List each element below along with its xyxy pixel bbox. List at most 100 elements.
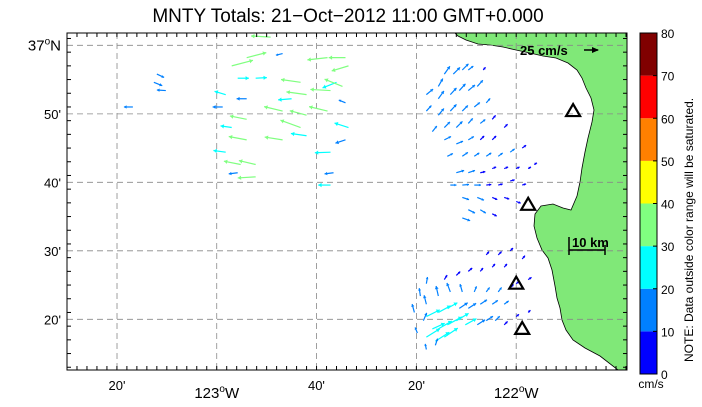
- current-vector: [278, 97, 292, 102]
- current-vector: [223, 159, 241, 166]
- current-vector-head: [486, 251, 490, 255]
- current-vector-head: [328, 55, 333, 60]
- current-vector: [286, 90, 307, 96]
- land-polygon: [454, 32, 628, 371]
- current-vector-head: [465, 152, 468, 155]
- current-vector: [485, 152, 492, 157]
- current-vector-head: [527, 310, 531, 313]
- lon-tick-label-degree: o: [519, 384, 525, 395]
- current-vector: [425, 88, 434, 96]
- current-vector-head: [476, 152, 480, 156]
- lon-tick-label: 123oW: [194, 384, 240, 402]
- current-vector: [425, 105, 432, 112]
- current-vector: [422, 312, 428, 321]
- current-vector-head: [229, 114, 234, 119]
- current-vector: [473, 102, 481, 108]
- current-vector: [515, 313, 520, 318]
- current-vector-head: [236, 96, 240, 101]
- current-vector: [468, 169, 476, 174]
- current-vector-head: [424, 312, 428, 316]
- current-vector-head: [522, 255, 525, 259]
- current-vector-head: [481, 135, 485, 139]
- current-vector-head: [510, 248, 514, 251]
- current-vector-head: [465, 105, 468, 109]
- current-vector: [462, 196, 470, 201]
- current-vector: [479, 267, 484, 272]
- current-vector-head: [280, 119, 285, 124]
- colorbar-swatch: [640, 331, 657, 374]
- current-vector: [156, 73, 165, 79]
- current-vector-head: [220, 124, 225, 129]
- current-vector-head: [471, 136, 474, 139]
- current-vector-head: [487, 287, 490, 290]
- current-vector: [280, 119, 301, 129]
- lon-tick-label: 40': [308, 378, 325, 393]
- colorbar-swatch: [640, 203, 657, 247]
- current-vector-head: [494, 213, 497, 217]
- current-vector: [533, 162, 538, 166]
- colorbar-swatch: [640, 118, 657, 161]
- current-vector: [479, 299, 488, 305]
- current-vector: [263, 105, 283, 112]
- current-vector-head: [435, 309, 440, 314]
- current-vector: [491, 263, 496, 268]
- current-vector: [467, 117, 474, 124]
- current-vector: [229, 114, 247, 120]
- current-vector: [289, 109, 307, 116]
- current-vector-head: [414, 327, 418, 330]
- current-vector-head: [481, 198, 484, 201]
- current-vector-head: [447, 320, 452, 325]
- current-vector-head: [228, 135, 233, 140]
- current-vector-head: [262, 51, 267, 56]
- current-vector-head: [500, 152, 503, 156]
- current-vector-head: [334, 122, 339, 127]
- current-vector-head: [506, 300, 509, 304]
- current-vector: [494, 315, 501, 322]
- current-vector-head: [482, 170, 486, 174]
- current-vector-head: [440, 78, 443, 82]
- current-vector: [461, 105, 469, 112]
- current-vector: [449, 87, 457, 96]
- current-vector: [503, 300, 510, 305]
- current-vector-head: [275, 53, 279, 57]
- current-vector-head: [523, 145, 527, 148]
- current-vector: [485, 287, 491, 293]
- current-vector-head: [440, 322, 445, 327]
- current-vector: [485, 251, 490, 256]
- current-vector: [473, 286, 478, 293]
- current-vector-head: [223, 159, 228, 164]
- current-vector-head: [238, 159, 243, 164]
- lon-tick-label-value: 122: [494, 385, 519, 402]
- current-vector: [411, 303, 415, 313]
- current-vector-head: [457, 271, 461, 274]
- current-vector-head: [470, 66, 474, 69]
- current-vector: [491, 135, 497, 141]
- current-vector: [228, 135, 247, 141]
- scale-bar-label: 10 km: [572, 235, 609, 250]
- colorbar-tick-label: 50: [661, 155, 675, 169]
- lat-tick-label-degree: o: [45, 36, 51, 47]
- current-vector-head: [461, 169, 465, 173]
- lon-tick-label: 122oW: [494, 384, 540, 402]
- current-vector: [515, 200, 521, 204]
- current-vector-head: [434, 126, 437, 129]
- current-vector: [503, 166, 509, 170]
- current-vector: [450, 183, 457, 187]
- current-vector: [338, 99, 346, 104]
- current-vector: [461, 151, 469, 157]
- current-vector: [438, 320, 453, 330]
- current-vector: [462, 217, 471, 222]
- current-vector-head: [338, 99, 342, 103]
- current-vector-head: [213, 148, 218, 154]
- current-vector: [264, 135, 283, 141]
- current-vector: [425, 276, 429, 284]
- current-vector: [515, 166, 520, 170]
- current-vector-head: [529, 277, 532, 280]
- current-vector: [480, 170, 486, 174]
- current-vector: [443, 274, 448, 280]
- current-vector-head: [472, 210, 476, 214]
- lon-tick-label-value: 40': [308, 378, 325, 393]
